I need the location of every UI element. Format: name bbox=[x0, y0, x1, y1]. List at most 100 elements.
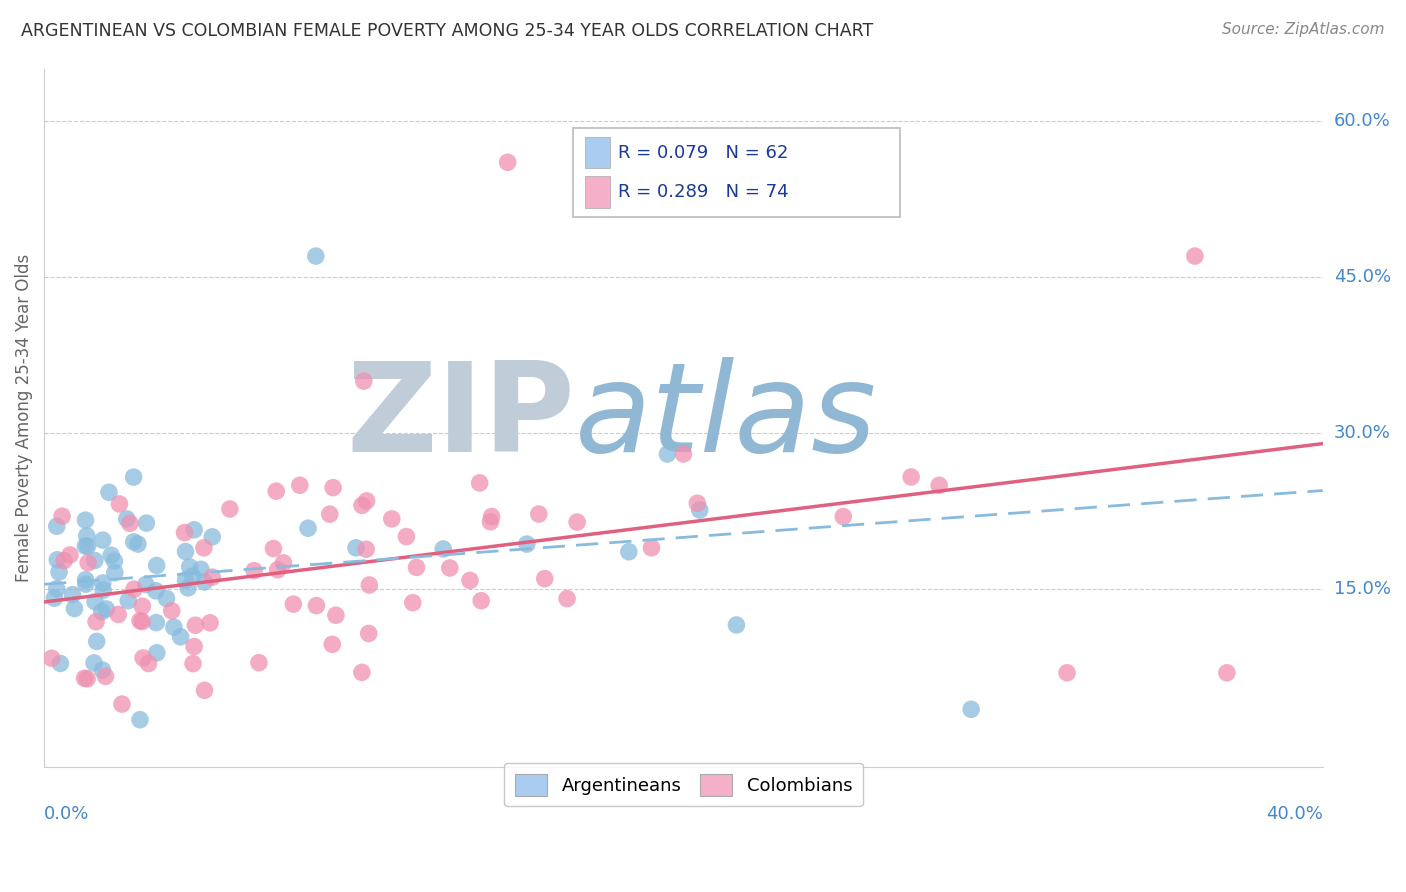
Point bbox=[350, 499, 373, 513]
Point bbox=[49, 657, 72, 671]
Point bbox=[77, 556, 100, 570]
Point bbox=[174, 544, 197, 558]
Point bbox=[103, 554, 125, 568]
Point bbox=[305, 249, 328, 263]
Point bbox=[173, 525, 195, 540]
Point bbox=[458, 574, 481, 588]
Text: atlas: atlas bbox=[575, 357, 877, 478]
Point bbox=[129, 713, 152, 727]
Point bbox=[127, 537, 149, 551]
Point bbox=[46, 553, 69, 567]
Point bbox=[84, 615, 107, 629]
Point bbox=[405, 560, 427, 574]
Point bbox=[76, 539, 98, 553]
Y-axis label: Female Poverty Among 25-34 Year Olds: Female Poverty Among 25-34 Year Olds bbox=[15, 253, 32, 582]
Point bbox=[107, 607, 129, 622]
Point bbox=[344, 541, 367, 555]
Legend: Argentineans, Colombians: Argentineans, Colombians bbox=[503, 763, 863, 806]
Text: 40.0%: 40.0% bbox=[1265, 805, 1323, 823]
Point bbox=[160, 604, 183, 618]
Point bbox=[59, 548, 82, 562]
Point bbox=[122, 470, 145, 484]
Point bbox=[75, 573, 97, 587]
Point bbox=[177, 581, 200, 595]
Point bbox=[617, 545, 640, 559]
Point bbox=[201, 570, 224, 584]
Point bbox=[262, 541, 284, 556]
Point bbox=[115, 512, 138, 526]
Point bbox=[672, 447, 695, 461]
Point bbox=[247, 656, 270, 670]
Point bbox=[321, 637, 343, 651]
Point bbox=[174, 573, 197, 587]
Point bbox=[288, 478, 311, 492]
Point bbox=[131, 615, 153, 629]
Point bbox=[468, 475, 491, 490]
Point bbox=[322, 481, 344, 495]
Point bbox=[91, 663, 114, 677]
Point bbox=[686, 496, 709, 510]
Text: Source: ZipAtlas.com: Source: ZipAtlas.com bbox=[1222, 22, 1385, 37]
Point bbox=[97, 485, 120, 500]
Point bbox=[381, 512, 404, 526]
Text: ZIP: ZIP bbox=[346, 357, 575, 478]
Point bbox=[198, 615, 221, 630]
Point bbox=[193, 574, 215, 589]
Point bbox=[533, 572, 555, 586]
Point bbox=[319, 507, 342, 521]
Point bbox=[53, 553, 76, 567]
Point bbox=[145, 615, 167, 630]
Point bbox=[356, 494, 378, 508]
Point bbox=[481, 509, 503, 524]
Point bbox=[63, 601, 86, 615]
Point bbox=[62, 588, 84, 602]
Point bbox=[201, 530, 224, 544]
Point bbox=[395, 530, 418, 544]
Point bbox=[122, 534, 145, 549]
Point bbox=[45, 582, 67, 596]
Point bbox=[325, 608, 347, 623]
Point bbox=[689, 503, 711, 517]
Point bbox=[138, 657, 160, 671]
Point bbox=[169, 630, 191, 644]
Point bbox=[135, 516, 157, 530]
Point bbox=[129, 614, 152, 628]
Point bbox=[83, 656, 105, 670]
Point bbox=[146, 646, 169, 660]
Text: 0.0%: 0.0% bbox=[44, 805, 90, 823]
Point bbox=[305, 599, 328, 613]
Point bbox=[354, 542, 377, 557]
Point bbox=[122, 582, 145, 596]
Point bbox=[76, 672, 98, 686]
Text: ARGENTINEAN VS COLOMBIAN FEMALE POVERTY AMONG 25-34 YEAR OLDS CORRELATION CHART: ARGENTINEAN VS COLOMBIAN FEMALE POVERTY … bbox=[21, 22, 873, 40]
Point bbox=[94, 669, 117, 683]
Point bbox=[84, 594, 107, 608]
Point bbox=[357, 626, 380, 640]
Point bbox=[48, 565, 70, 579]
Text: 15.0%: 15.0% bbox=[1334, 581, 1391, 599]
Point bbox=[135, 577, 157, 591]
Point bbox=[402, 596, 425, 610]
Point bbox=[41, 651, 63, 665]
Point bbox=[131, 599, 153, 614]
Point bbox=[183, 523, 205, 537]
Point bbox=[75, 539, 97, 553]
Point bbox=[181, 657, 204, 671]
Point bbox=[118, 516, 141, 531]
Point bbox=[83, 553, 105, 567]
Point bbox=[432, 541, 454, 556]
Text: R = 0.289   N = 74: R = 0.289 N = 74 bbox=[619, 183, 789, 201]
Point bbox=[350, 665, 373, 680]
Point bbox=[163, 620, 186, 634]
Point bbox=[439, 561, 461, 575]
Point bbox=[96, 602, 118, 616]
Point bbox=[111, 697, 134, 711]
Point bbox=[76, 529, 98, 543]
Point bbox=[184, 618, 207, 632]
Point bbox=[100, 548, 122, 562]
Point bbox=[193, 541, 215, 555]
Point bbox=[91, 533, 114, 548]
Point bbox=[218, 502, 240, 516]
Point bbox=[832, 509, 855, 524]
Point bbox=[297, 521, 319, 535]
